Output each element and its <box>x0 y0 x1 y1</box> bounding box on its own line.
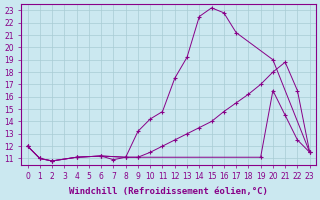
X-axis label: Windchill (Refroidissement éolien,°C): Windchill (Refroidissement éolien,°C) <box>69 187 268 196</box>
